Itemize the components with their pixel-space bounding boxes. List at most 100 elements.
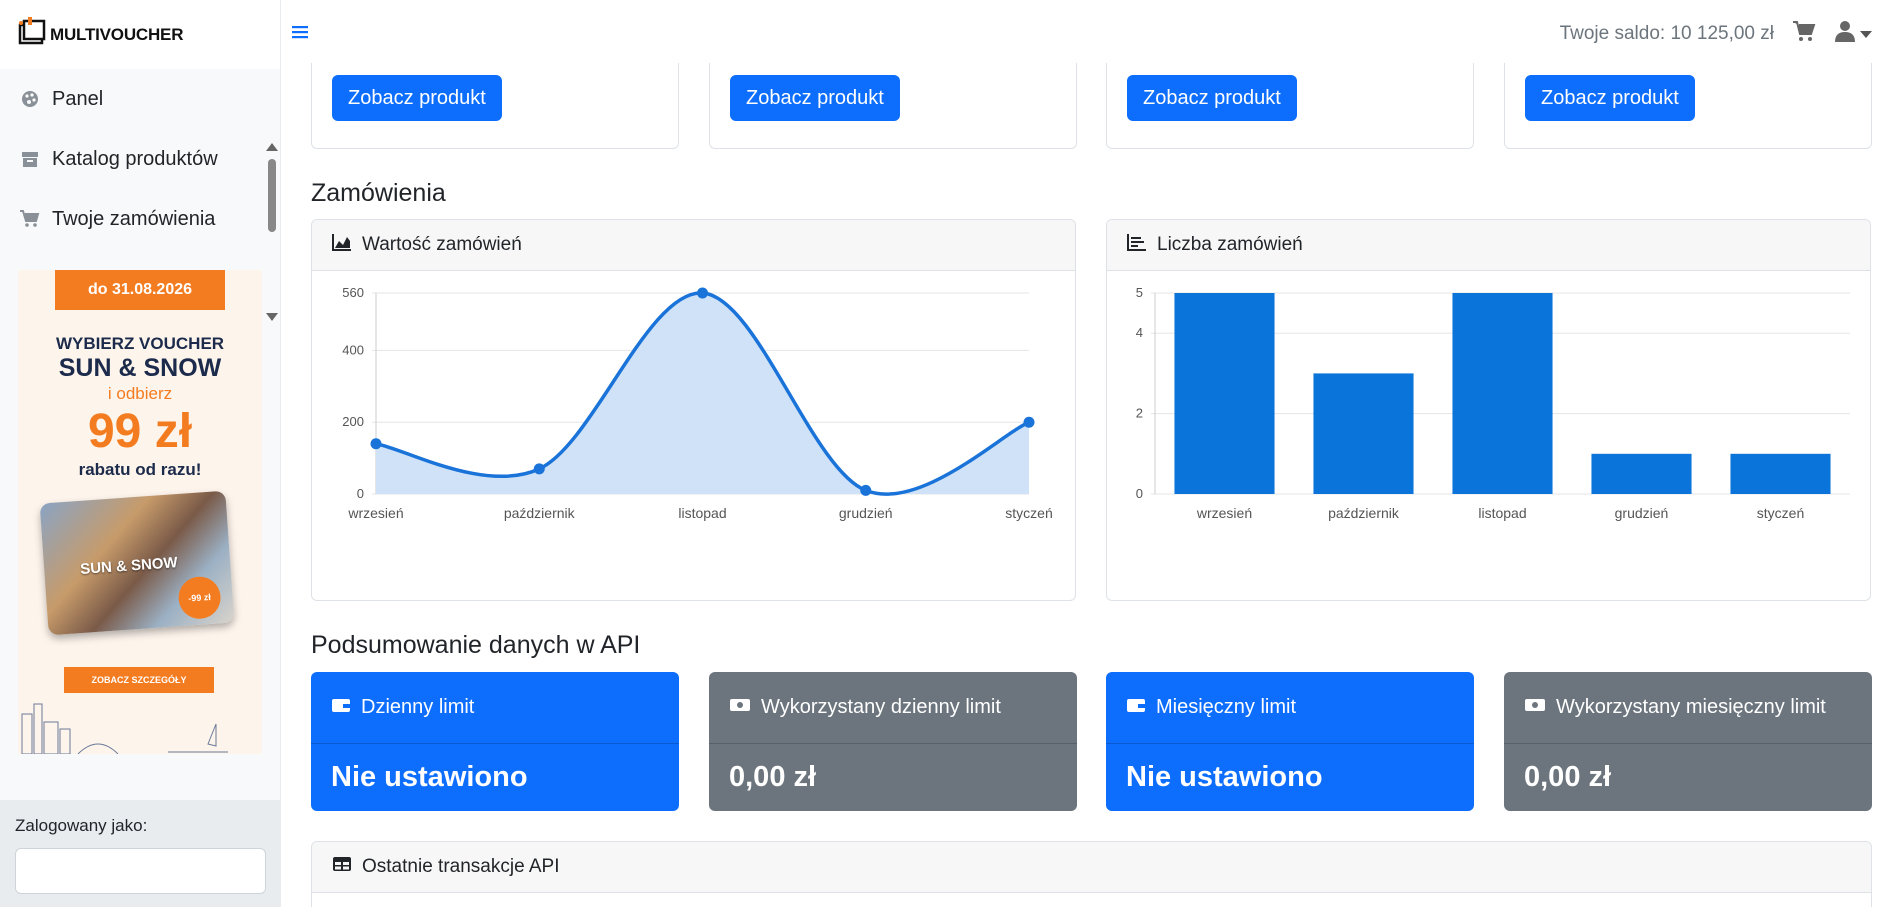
promo-voucher-card: SUN & SNOW -99 zł bbox=[39, 490, 235, 636]
daily-limit-card: Dzienny limit Nie ustawiono bbox=[311, 672, 679, 811]
product-card: Zobacz produkt bbox=[1504, 63, 1872, 149]
brand[interactable]: MULTIVOUCHER bbox=[0, 0, 280, 69]
sidebar-item-label: Twoje zamówienia bbox=[52, 207, 216, 230]
wallet-icon bbox=[1126, 696, 1146, 720]
y-tick-label: 0 bbox=[1136, 486, 1143, 501]
bar bbox=[1591, 453, 1692, 494]
view-product-button[interactable]: Zobacz produkt bbox=[1127, 75, 1297, 121]
data-point bbox=[370, 438, 382, 450]
table-icon bbox=[332, 856, 352, 878]
promo-price: 99 zł bbox=[87, 405, 193, 458]
monthly-limit-label: Miesięczny limit bbox=[1156, 696, 1297, 718]
order-count-chart-card: Liczba zamówień 0 2 4 5 wrzesień październik l… bbox=[1106, 219, 1871, 601]
used-daily-limit-value: 0,00 zł bbox=[729, 761, 817, 793]
logged-in-label: Zalogowany jako: bbox=[15, 816, 148, 835]
sidebar-item-label: Katalog produktów bbox=[52, 147, 218, 170]
order-count-chart: 0 2 4 5 wrzesień październik listopad grudzień s… bbox=[1136, 285, 1850, 521]
logged-in-panel: Zalogowany jako: bbox=[0, 800, 281, 907]
order-count-chart-header: Liczba zamówień bbox=[1107, 220, 1870, 271]
top-header: Twoje saldo: 10 125,00 zł bbox=[281, 0, 1897, 69]
promo-details-button[interactable]: ZOBACZ SZCZEGÓŁY bbox=[64, 667, 214, 693]
api-transactions-header: Ostatnie transakcje API bbox=[312, 842, 1871, 893]
product-cards-row: Zobacz produkt Zobacz produkt Zobacz pro… bbox=[311, 63, 1872, 150]
archive-icon bbox=[20, 149, 40, 169]
x-tick-label: grudzień bbox=[1615, 505, 1669, 521]
orders-section-title: Zamówienia bbox=[311, 179, 446, 207]
x-tick-label: październik bbox=[504, 505, 576, 521]
sidebar-nav: Panel Katalog produktów Twoje zamówienia bbox=[0, 69, 281, 321]
used-monthly-limit-header: Wykorzystany miesięczny limit bbox=[1504, 672, 1872, 744]
order-value-chart-card: Wartość zamówień 0 200 400 560 wrzesień paźdz… bbox=[311, 219, 1076, 601]
wallet-icon bbox=[331, 696, 351, 720]
x-tick-label: wrzesień bbox=[1196, 505, 1252, 521]
y-tick-label: 2 bbox=[1136, 406, 1143, 421]
bar-chart-icon bbox=[1127, 233, 1147, 257]
y-tick-label: 0 bbox=[357, 486, 364, 501]
user-menu[interactable] bbox=[1834, 20, 1872, 48]
data-point bbox=[697, 287, 708, 299]
promo-banner[interactable]: do 31.08.2026 WYBIERZ VOUCHER SUN & SNOW… bbox=[18, 270, 262, 754]
view-product-button[interactable]: Zobacz produkt bbox=[1525, 75, 1695, 121]
view-product-button[interactable]: Zobacz produkt bbox=[730, 75, 900, 121]
sidebar-item-panel[interactable]: Panel bbox=[0, 69, 281, 129]
y-tick-label: 200 bbox=[342, 414, 364, 429]
logo-icon bbox=[18, 17, 46, 52]
cart-icon[interactable] bbox=[1792, 20, 1816, 48]
sidebar-item-orders[interactable]: Twoje zamówienia bbox=[0, 189, 281, 249]
daily-limit-header: Dzienny limit bbox=[311, 672, 679, 744]
sidebar: MULTIVOUCHER Panel Katalog produktów Two… bbox=[0, 0, 281, 907]
palette-icon bbox=[20, 89, 40, 109]
logged-in-user-box[interactable] bbox=[15, 848, 266, 894]
city-skyline-icon bbox=[21, 703, 228, 754]
promo-line1: WYBIERZ VOUCHER bbox=[55, 334, 225, 353]
used-daily-limit-label: Wykorzystany dzienny limit bbox=[761, 696, 1001, 718]
hamburger-menu-icon[interactable] bbox=[292, 24, 308, 45]
y-tick-label: 4 bbox=[1136, 325, 1143, 340]
y-tick-label: 5 bbox=[1136, 285, 1143, 300]
data-point bbox=[1023, 416, 1035, 428]
promo-line2: SUN & SNOW bbox=[58, 354, 222, 382]
x-tick-label: wrzesień bbox=[347, 505, 403, 521]
view-product-button[interactable]: Zobacz produkt bbox=[332, 75, 502, 121]
x-tick-label: styczeń bbox=[1757, 505, 1804, 521]
brand-name: MULTIVOUCHER bbox=[50, 24, 184, 44]
promo-date: do 31.08.2026 bbox=[55, 270, 225, 310]
order-count-chart-title: Liczba zamówień bbox=[1157, 234, 1303, 255]
scroll-thumb[interactable] bbox=[268, 159, 276, 232]
used-monthly-limit-value: 0,00 zł bbox=[1524, 761, 1612, 793]
used-daily-limit-header: Wykorzystany dzienny limit bbox=[709, 672, 1077, 744]
product-card: Zobacz produkt bbox=[1106, 63, 1474, 149]
order-value-chart-title: Wartość zamówień bbox=[362, 234, 522, 255]
sidebar-scrollbar[interactable] bbox=[265, 141, 279, 323]
sidebar-item-catalog[interactable]: Katalog produktów bbox=[0, 129, 281, 189]
x-tick-label: grudzień bbox=[839, 505, 893, 521]
scroll-down-icon[interactable] bbox=[266, 313, 278, 321]
scroll-up-icon[interactable] bbox=[266, 143, 278, 151]
y-tick-label: 400 bbox=[342, 342, 364, 357]
monthly-limit-card: Miesięczny limit Nie ustawiono bbox=[1106, 672, 1474, 811]
order-value-chart-header: Wartość zamówień bbox=[312, 220, 1075, 271]
promo-card-badge: -99 zł bbox=[177, 575, 222, 621]
x-tick-label: październik bbox=[1328, 505, 1400, 521]
bar bbox=[1730, 453, 1831, 494]
api-transactions-card: Ostatnie transakcje API bbox=[311, 841, 1872, 907]
x-tick-label: styczeń bbox=[1005, 505, 1052, 521]
money-icon bbox=[729, 696, 751, 719]
daily-limit-value: Nie ustawiono bbox=[331, 761, 528, 793]
used-daily-limit-card: Wykorzystany dzienny limit 0,00 zł bbox=[709, 672, 1077, 811]
bar bbox=[1174, 293, 1275, 494]
chevron-down-icon bbox=[1860, 30, 1872, 38]
product-card: Zobacz produkt bbox=[311, 63, 679, 149]
monthly-limit-header: Miesięczny limit bbox=[1106, 672, 1474, 744]
used-monthly-limit-label: Wykorzystany miesięczny limit bbox=[1556, 696, 1826, 718]
bar bbox=[1452, 293, 1553, 494]
money-icon bbox=[1524, 696, 1546, 719]
monthly-limit-value: Nie ustawiono bbox=[1126, 761, 1323, 793]
promo-line3: i odbierz bbox=[107, 384, 173, 403]
area-chart-icon bbox=[332, 233, 352, 257]
order-value-chart: 0 200 400 560 wrzesień październik listopad gru… bbox=[342, 285, 1052, 521]
x-tick-label: listopad bbox=[678, 505, 726, 521]
header-actions: Twoje saldo: 10 125,00 zł bbox=[1560, 20, 1872, 48]
daily-limit-label: Dzienny limit bbox=[361, 696, 475, 718]
bar bbox=[1313, 373, 1414, 494]
